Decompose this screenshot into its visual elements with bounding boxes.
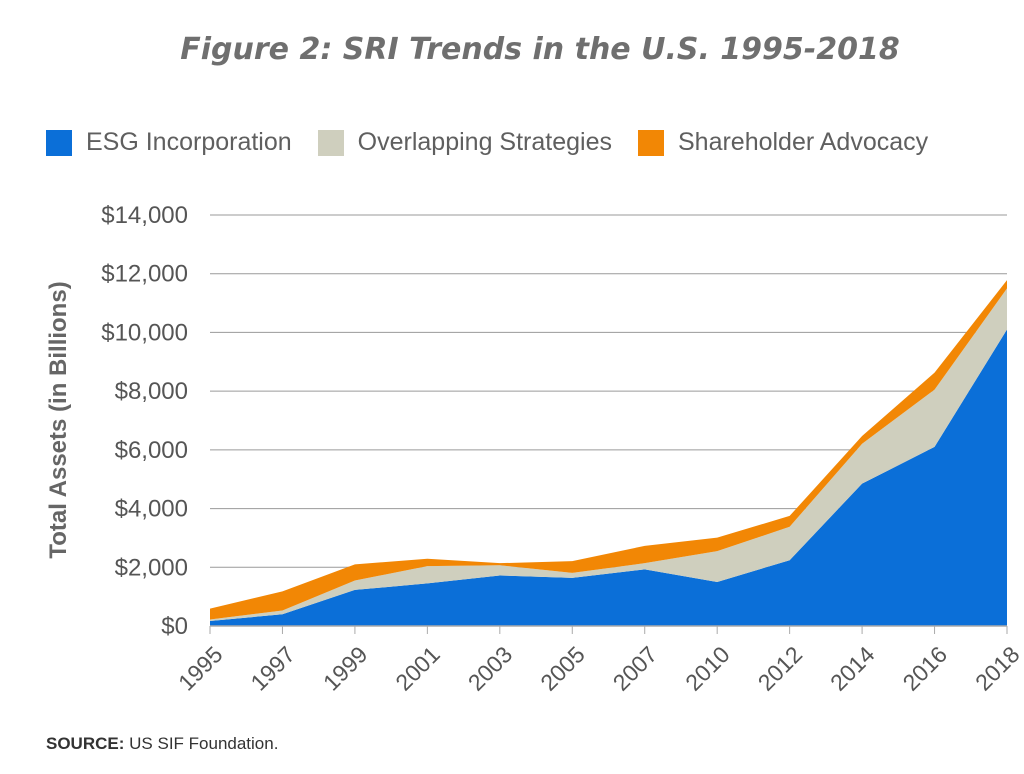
- y-tick-label: $12,000: [101, 261, 188, 288]
- x-tick-label: 2010: [680, 641, 735, 696]
- legend-item-advocacy: Shareholder Advocacy: [637, 128, 929, 157]
- legend-swatch-advocacy: [637, 129, 664, 156]
- legend-label-esg: ESG Incorporation: [86, 128, 292, 156]
- plot-areas: [210, 280, 1007, 626]
- y-tick-label: $4,000: [115, 496, 188, 523]
- x-tick-label: 2012: [753, 641, 808, 696]
- y-tick-label: $14,000: [101, 202, 188, 229]
- x-tick-label: 2018: [970, 641, 1024, 696]
- legend-item-overlapping: Overlapping Strategies: [317, 128, 612, 157]
- y-tick-label: $2,000: [115, 554, 188, 581]
- y-tick-label: $6,000: [115, 437, 188, 464]
- legend: ESG Incorporation Overlapping Strategies…: [46, 128, 954, 157]
- chart-title: Figure 2: SRI Trends in the U.S. 1995-20…: [180, 32, 900, 67]
- x-tick-label: 1997: [245, 641, 300, 696]
- source-note: SOURCE: US SIF Foundation.: [46, 734, 278, 754]
- y-tick-label: $8,000: [115, 378, 188, 405]
- area-series-1: [210, 288, 1007, 622]
- legend-swatch-overlapping: [317, 129, 344, 156]
- x-tick-label: 2007: [608, 641, 663, 696]
- area-series-0: [210, 329, 1007, 626]
- legend-item-esg: ESG Incorporation: [46, 128, 292, 157]
- legend-label-overlapping: Overlapping Strategies: [357, 128, 612, 156]
- source-label: SOURCE:: [46, 734, 125, 753]
- x-tick-label: 2016: [898, 641, 953, 696]
- x-tick-label: 1995: [173, 641, 228, 696]
- y-tick-label: $0: [161, 613, 188, 640]
- x-tick-label: 2014: [825, 641, 880, 696]
- x-tick-label: 1999: [318, 641, 373, 696]
- y-axis-label: Total Assets (in Billions): [45, 281, 72, 558]
- x-tick-label: 2001: [390, 641, 445, 696]
- source-text: US SIF Foundation.: [129, 734, 279, 753]
- x-tick-label: 2003: [463, 641, 518, 696]
- y-tick-label: $10,000: [101, 319, 188, 346]
- x-tick-label: 2005: [535, 641, 590, 696]
- legend-label-advocacy: Shareholder Advocacy: [677, 128, 929, 156]
- legend-swatch-esg: [46, 129, 72, 156]
